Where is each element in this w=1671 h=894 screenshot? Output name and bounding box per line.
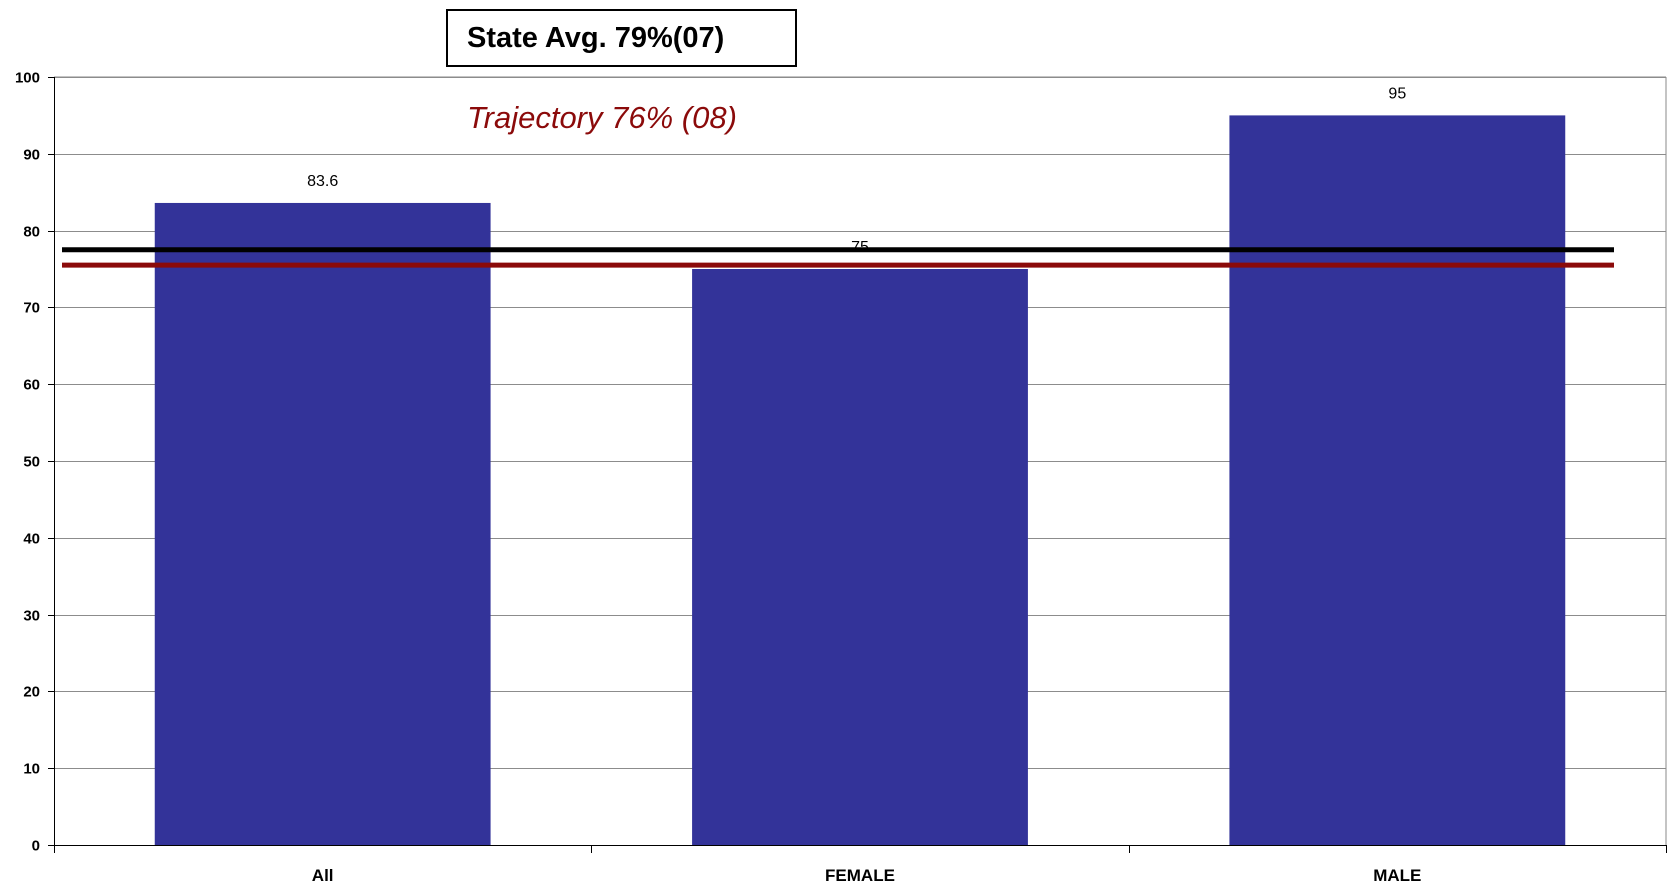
x-category-label: FEMALE xyxy=(825,866,895,885)
y-tick-label: 0 xyxy=(32,838,40,855)
x-category-label: MALE xyxy=(1373,866,1421,885)
y-tick-label: 10 xyxy=(23,761,40,778)
data-label: 83.6 xyxy=(307,173,338,190)
axes xyxy=(48,77,1667,853)
trajectory-annotation: Trajectory 76% (08) xyxy=(467,100,737,135)
state-average-annotation: State Avg. 79%(07) xyxy=(446,9,797,67)
y-tick-label: 90 xyxy=(23,147,40,164)
bar xyxy=(692,269,1028,845)
y-tick-label: 60 xyxy=(23,377,40,394)
bar xyxy=(154,202,491,845)
y-tick-label: 20 xyxy=(23,684,40,701)
bar xyxy=(1229,115,1566,845)
data-label: 95 xyxy=(1388,85,1406,102)
y-tick-label: 100 xyxy=(15,70,40,87)
y-tick-label: 80 xyxy=(23,224,40,241)
reference-lines xyxy=(62,247,1614,268)
y-tick-label: 70 xyxy=(23,300,40,317)
y-tick-label: 50 xyxy=(23,454,40,471)
y-tick-label: 40 xyxy=(23,531,40,548)
y-tick-label: 30 xyxy=(23,608,40,625)
x-category-label: All xyxy=(312,866,334,885)
bars xyxy=(154,115,1566,845)
